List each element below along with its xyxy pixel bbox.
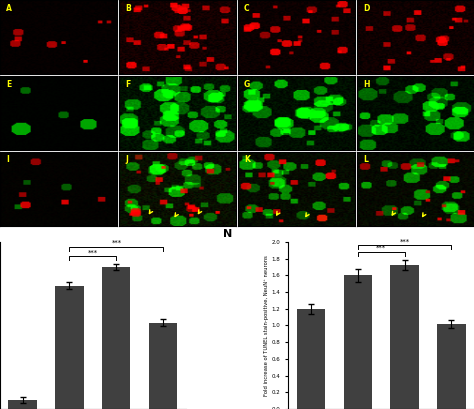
Text: F: F: [125, 80, 130, 89]
Text: ***: ***: [400, 238, 410, 244]
Bar: [344, 275, 372, 409]
Bar: [55, 285, 83, 409]
Text: A: A: [6, 4, 12, 13]
Bar: [102, 267, 130, 409]
Bar: [297, 309, 325, 409]
Y-axis label: Fold increase of TUNEL stain-positive, NeuN⁺ neurons: Fold increase of TUNEL stain-positive, N…: [264, 255, 269, 396]
Text: L: L: [363, 155, 368, 164]
Text: C: C: [244, 4, 250, 13]
Text: N: N: [223, 229, 232, 238]
Text: G: G: [244, 80, 250, 89]
Text: E: E: [6, 80, 11, 89]
Text: ***: ***: [88, 249, 98, 255]
Bar: [149, 323, 177, 409]
Text: K: K: [244, 155, 250, 164]
Bar: [391, 265, 419, 409]
Text: D: D: [363, 4, 369, 13]
Text: I: I: [6, 155, 9, 164]
Bar: [9, 400, 36, 409]
Text: ***: ***: [376, 245, 386, 251]
Text: J: J: [125, 155, 128, 164]
Text: H: H: [363, 80, 370, 89]
Bar: [438, 324, 465, 409]
Text: ***: ***: [111, 240, 121, 246]
Text: B: B: [125, 4, 131, 13]
